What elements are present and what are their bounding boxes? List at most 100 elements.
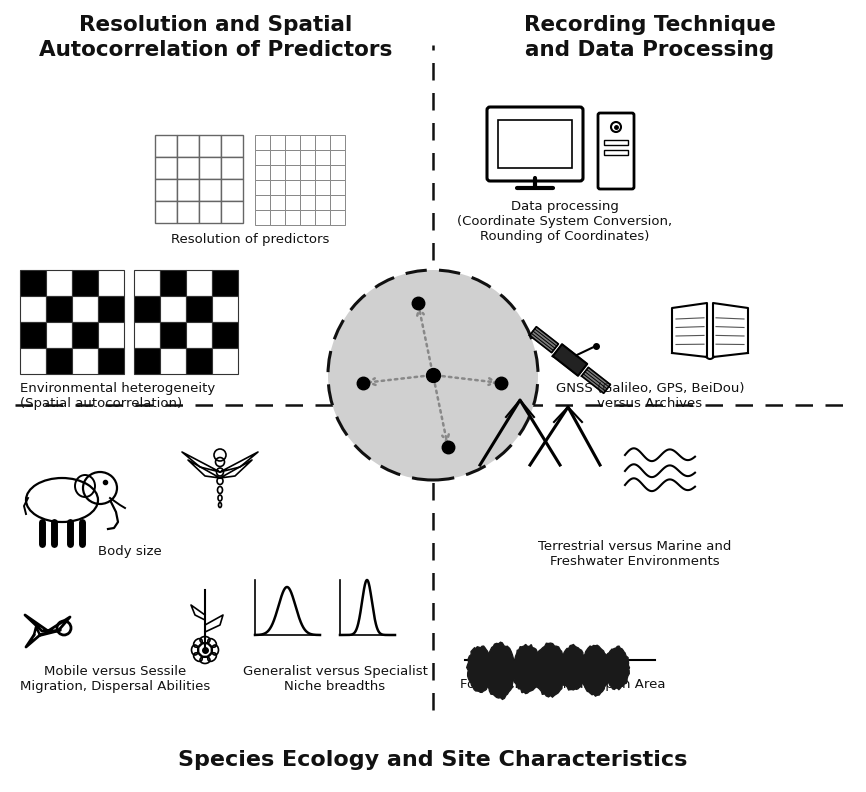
- Bar: [300, 210, 315, 225]
- Bar: [186, 322, 212, 348]
- Bar: [46, 322, 72, 348]
- Polygon shape: [553, 345, 587, 375]
- Bar: [212, 296, 238, 322]
- Bar: [221, 179, 243, 201]
- Bar: [221, 135, 243, 157]
- Bar: [20, 348, 46, 374]
- Polygon shape: [484, 642, 515, 699]
- Bar: [604, 140, 628, 145]
- Polygon shape: [533, 643, 567, 697]
- Bar: [72, 270, 98, 296]
- Bar: [20, 270, 46, 296]
- Bar: [155, 135, 177, 157]
- Text: Species Ecology and Site Characteristics: Species Ecology and Site Characteristics: [178, 750, 688, 770]
- Bar: [300, 165, 315, 180]
- Bar: [155, 179, 177, 201]
- Bar: [160, 322, 186, 348]
- Bar: [160, 296, 186, 322]
- Text: Recording Technique
and Data Processing: Recording Technique and Data Processing: [524, 15, 776, 60]
- Bar: [255, 135, 270, 150]
- Bar: [46, 348, 72, 374]
- Bar: [134, 296, 160, 322]
- Polygon shape: [582, 367, 611, 394]
- Text: Generalist versus Specialist
Niche breadths: Generalist versus Specialist Niche bread…: [242, 665, 428, 693]
- Bar: [177, 157, 199, 179]
- Bar: [270, 135, 285, 150]
- Bar: [212, 270, 238, 296]
- Polygon shape: [580, 645, 610, 696]
- Bar: [255, 165, 270, 180]
- Text: GNSS (Galileo, GPS, BeiDou)
versus Archives: GNSS (Galileo, GPS, BeiDou) versus Archi…: [556, 382, 744, 410]
- Bar: [315, 195, 330, 210]
- Bar: [604, 150, 628, 155]
- Bar: [270, 195, 285, 210]
- Bar: [46, 296, 72, 322]
- Text: Forest/Cities versus Open Area: Forest/Cities versus Open Area: [460, 678, 666, 691]
- Bar: [255, 210, 270, 225]
- Bar: [72, 348, 98, 374]
- Polygon shape: [559, 645, 586, 690]
- Bar: [177, 179, 199, 201]
- Bar: [330, 135, 345, 150]
- Bar: [134, 270, 160, 296]
- Bar: [160, 348, 186, 374]
- Text: Mobile versus Sessile
Migration, Dispersal Abilities: Mobile versus Sessile Migration, Dispers…: [20, 665, 210, 693]
- Polygon shape: [672, 303, 707, 357]
- Bar: [315, 210, 330, 225]
- Bar: [160, 270, 186, 296]
- Bar: [155, 157, 177, 179]
- Bar: [498, 120, 572, 168]
- Bar: [98, 322, 124, 348]
- Text: Body size: Body size: [98, 545, 162, 558]
- Polygon shape: [713, 303, 748, 357]
- Bar: [270, 165, 285, 180]
- Bar: [315, 150, 330, 165]
- Bar: [255, 180, 270, 195]
- Bar: [285, 135, 300, 150]
- Bar: [199, 157, 221, 179]
- Bar: [255, 195, 270, 210]
- Bar: [285, 180, 300, 195]
- Bar: [20, 296, 46, 322]
- Bar: [186, 296, 212, 322]
- Bar: [72, 322, 98, 348]
- Bar: [300, 135, 315, 150]
- Bar: [46, 270, 72, 296]
- Polygon shape: [513, 645, 541, 694]
- Bar: [330, 210, 345, 225]
- Bar: [270, 210, 285, 225]
- Text: Data processing
(Coordinate System Conversion,
Rounding of Coordinates): Data processing (Coordinate System Conve…: [457, 200, 673, 243]
- Bar: [315, 165, 330, 180]
- Bar: [221, 157, 243, 179]
- Bar: [20, 322, 46, 348]
- Bar: [177, 135, 199, 157]
- Bar: [285, 150, 300, 165]
- Bar: [300, 195, 315, 210]
- Bar: [270, 150, 285, 165]
- Bar: [255, 150, 270, 165]
- Text: Terrestrial versus Marine and
Freshwater Environments: Terrestrial versus Marine and Freshwater…: [539, 540, 732, 568]
- Bar: [155, 201, 177, 223]
- Bar: [186, 270, 212, 296]
- Bar: [330, 150, 345, 165]
- Bar: [199, 135, 221, 157]
- Bar: [300, 180, 315, 195]
- Circle shape: [328, 270, 538, 480]
- Bar: [285, 195, 300, 210]
- Bar: [98, 296, 124, 322]
- Bar: [270, 180, 285, 195]
- Bar: [315, 180, 330, 195]
- Bar: [221, 201, 243, 223]
- Bar: [315, 135, 330, 150]
- Bar: [212, 348, 238, 374]
- Bar: [285, 165, 300, 180]
- Bar: [199, 201, 221, 223]
- Polygon shape: [604, 646, 630, 690]
- Bar: [98, 348, 124, 374]
- Bar: [330, 165, 345, 180]
- Bar: [330, 180, 345, 195]
- Bar: [300, 150, 315, 165]
- Bar: [285, 210, 300, 225]
- Bar: [199, 179, 221, 201]
- Bar: [212, 322, 238, 348]
